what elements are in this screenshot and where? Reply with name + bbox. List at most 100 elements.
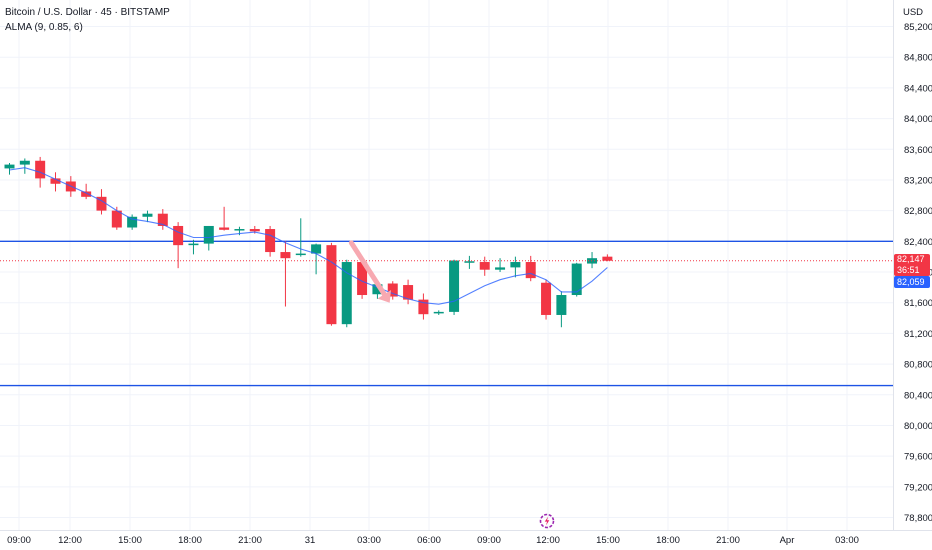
candle-body-19 — [295, 253, 306, 256]
y-tick-label: 81,200 — [904, 329, 932, 340]
x-tick-label: 12:00 — [536, 535, 560, 546]
candle-32 — [495, 258, 506, 272]
last-price-value: 82,147 — [897, 254, 925, 264]
chart-legend: Bitcoin / U.S. Dollar · 45 · BITSTAMP AL… — [5, 5, 170, 35]
candle-body-34 — [525, 262, 536, 279]
time-axis-background — [0, 530, 932, 550]
candle-36 — [556, 291, 567, 328]
y-tick-label: 85,200 — [904, 22, 932, 33]
candle-body-18 — [280, 252, 291, 259]
candles — [4, 156, 613, 328]
candle-body-7 — [111, 210, 122, 228]
x-tick-label: 18:00 — [656, 535, 680, 546]
candle-body-17 — [265, 229, 276, 253]
candle-27 — [418, 293, 429, 320]
candle-body-23 — [357, 262, 368, 296]
candle-body-24 — [372, 284, 383, 295]
x-tick-label: 09:00 — [477, 535, 501, 546]
candle-14 — [219, 206, 230, 231]
x-tick-label: 15:00 — [596, 535, 620, 546]
candle-37 — [571, 262, 582, 297]
candle-body-32 — [495, 267, 506, 270]
forecast-arrow-shaft[interactable] — [348, 240, 387, 297]
grid — [0, 0, 893, 530]
candle-body-3 — [50, 178, 61, 184]
x-tick-label: Apr — [780, 535, 795, 546]
y-tick-label: 80,000 — [904, 421, 932, 432]
x-tick-label: 18:00 — [178, 535, 202, 546]
y-tick-label: 80,400 — [904, 390, 932, 401]
y-tick-label: 81,600 — [904, 298, 932, 309]
candle-0 — [4, 163, 15, 175]
y-tick-label: 84,400 — [904, 83, 932, 94]
candle-23 — [357, 259, 368, 299]
candle-20 — [311, 243, 322, 275]
currency-button[interactable]: USD — [898, 4, 928, 21]
candle-39 — [602, 254, 613, 262]
candle-body-29 — [449, 260, 460, 312]
candle-26 — [403, 279, 414, 305]
bar-countdown: 36:51 — [897, 264, 920, 275]
candle-35 — [541, 279, 552, 320]
candle-body-1 — [19, 160, 30, 165]
alma-series-line — [9, 167, 608, 305]
x-tick-label: 03:00 — [835, 535, 859, 546]
candle-body-2 — [35, 160, 46, 179]
alma-price-tag: 82,059 — [894, 276, 930, 288]
symbol-title[interactable]: Bitcoin / U.S. Dollar · 45 · BITSTAMP — [5, 7, 170, 18]
indicator-label[interactable]: ALMA (9, 0.85, 6) — [5, 22, 83, 33]
candle-body-20 — [311, 244, 322, 254]
candle-11 — [173, 222, 184, 269]
candle-19 — [295, 218, 306, 257]
candle-13 — [203, 225, 214, 251]
candle-21 — [326, 242, 337, 326]
candle-body-8 — [127, 216, 138, 228]
y-tick-label: 79,600 — [904, 452, 932, 463]
candle-1 — [19, 158, 30, 174]
candle-body-37 — [571, 263, 582, 296]
candle-18 — [280, 241, 291, 307]
x-tick-label: 31 — [305, 535, 316, 546]
candle-28 — [433, 310, 444, 315]
candle-34 — [525, 255, 536, 282]
y-tick-label: 83,600 — [904, 145, 932, 156]
candle-25 — [387, 281, 398, 300]
candle-8 — [127, 214, 138, 230]
candle-body-13 — [203, 225, 214, 244]
candle-body-22 — [341, 262, 352, 325]
candle-33 — [510, 256, 521, 278]
candle-30 — [464, 255, 475, 269]
alma-line — [9, 167, 608, 305]
candle-31 — [479, 256, 490, 276]
y-tick-label: 82,800 — [904, 206, 932, 217]
candle-29 — [449, 259, 460, 315]
candle-body-36 — [556, 295, 567, 315]
candle-38 — [587, 252, 598, 269]
forecast-arrow-head[interactable] — [377, 289, 392, 303]
forecast-arrow[interactable] — [348, 240, 392, 303]
candle-body-15 — [234, 229, 245, 231]
x-tick-label: 12:00 — [58, 535, 82, 546]
y-tick-label: 80,800 — [904, 360, 932, 371]
x-tick-label: 09:00 — [7, 535, 31, 546]
y-tick-label: 83,200 — [904, 175, 932, 186]
candle-17 — [265, 225, 276, 257]
tradingview-logo-icon[interactable] — [539, 513, 555, 529]
candle-body-11 — [173, 225, 184, 246]
candle-body-39 — [602, 256, 613, 261]
candle-body-0 — [4, 164, 15, 169]
candle-body-28 — [433, 311, 444, 314]
candle-12 — [188, 239, 199, 255]
horizontal-lines[interactable] — [0, 240, 893, 387]
y-tick-label: 82,400 — [904, 237, 932, 248]
x-tick-label: 15:00 — [118, 535, 142, 546]
candle-22 — [341, 259, 352, 328]
time-axis[interactable]: 09:00 12:00 15:00 18:00 21:00 31 03:00 06:00 09:… — [0, 530, 932, 550]
x-tick-label: 21:00 — [238, 535, 262, 546]
candle-body-30 — [464, 261, 475, 263]
candle-body-35 — [541, 282, 552, 315]
candle-body-12 — [188, 243, 199, 246]
last-price-tag: 82,147 36:51 — [894, 254, 930, 276]
x-tick-label: 06:00 — [417, 535, 441, 546]
